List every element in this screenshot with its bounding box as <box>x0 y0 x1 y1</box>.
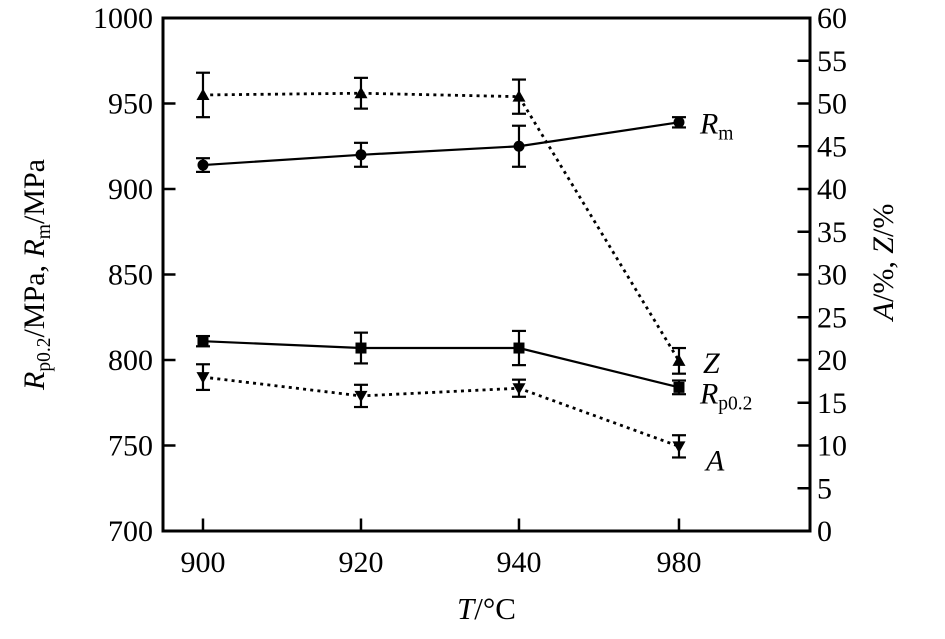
right-axis-tick-label: 60 <box>817 2 847 35</box>
right-axis-tick-label: 20 <box>817 344 847 377</box>
series-Rm: Rm <box>195 107 734 173</box>
series-Z-line <box>202 91 681 362</box>
left-axis-tick-label: 950 <box>108 88 153 121</box>
series-Rm-marker-900 <box>197 159 209 171</box>
left-axis-title: Rp0.2/MPa, Rm/MPa <box>18 159 55 391</box>
series-Rm-marker-920 <box>355 149 367 161</box>
left-axis-tick-label: 750 <box>108 430 153 463</box>
series-Rp02-line <box>202 340 680 389</box>
series-Rm-marker-980 <box>673 116 685 128</box>
series-Rp02-label: Rp0.2 <box>699 377 752 414</box>
x-axis-tick-label: 920 <box>338 546 383 579</box>
right-axis-title-text: A/%, Z/% <box>867 204 900 323</box>
right-axis-tick-label: 30 <box>817 259 847 292</box>
right-axis-title: A/%, Z/% <box>867 204 900 323</box>
x-axis-tick-label: 940 <box>496 546 541 579</box>
series-A-label: A <box>704 444 725 477</box>
series-A-marker-920 <box>354 390 368 403</box>
x-axis-tick-label: 980 <box>656 546 701 579</box>
series-Rp02-marker-900 <box>197 335 209 347</box>
right-axis: 0 5 10 15 20 25 30 35 40 45 50 55 60 <box>797 2 847 548</box>
left-axis: 700 750 800 850 900 950 1000 <box>93 2 176 548</box>
series-Rp02: Rp0.2 <box>195 329 752 414</box>
x-axis: 900 920 940 980 <box>180 518 701 579</box>
series-A-marker-900 <box>196 372 210 384</box>
series-Rp02-marker-920 <box>355 342 367 354</box>
x-axis-tick-label: 900 <box>180 546 225 579</box>
left-axis-title-text: Rp0.2/MPa, Rm/MPa <box>18 159 55 391</box>
right-axis-tick-label: 25 <box>817 301 847 334</box>
series-Rm-label: Rm <box>699 107 734 144</box>
series-A-marker-940 <box>512 383 526 395</box>
left-axis-tick-label: 1000 <box>93 2 153 35</box>
right-axis-tick-label: 0 <box>817 515 832 548</box>
series-A-line <box>202 375 680 448</box>
series-Rm-marker-940 <box>513 140 525 152</box>
series-Z-marker-900 <box>196 88 210 100</box>
series-Z-label: Z <box>703 347 720 380</box>
right-axis-tick-label: 45 <box>817 130 847 163</box>
right-axis-tick-label: 55 <box>817 45 847 78</box>
right-axis-tick-label: 50 <box>817 88 847 121</box>
series-Z: Z <box>195 71 720 380</box>
series-A: A <box>195 363 725 477</box>
plot-border <box>161 16 812 533</box>
x-axis-title: T/°C <box>457 591 516 626</box>
right-axis-tick-label: 5 <box>817 472 832 505</box>
left-axis-tick-label: 700 <box>108 515 153 548</box>
right-axis-tick-label: 15 <box>817 387 847 420</box>
series-Z-marker-940 <box>512 90 526 102</box>
series-Rm-line <box>202 121 680 167</box>
series-A-marker-980 <box>672 441 686 453</box>
series-Rp02-marker-980 <box>673 381 685 393</box>
left-axis-tick-label: 800 <box>108 344 153 377</box>
right-axis-tick-label: 10 <box>817 430 847 463</box>
right-axis-tick-label: 40 <box>817 173 847 206</box>
series-Z-marker-980 <box>672 354 686 366</box>
series-Rp02-marker-940 <box>513 342 525 354</box>
left-axis-tick-label: 850 <box>108 259 153 292</box>
series-Z-marker-920 <box>354 86 368 99</box>
right-axis-tick-label: 35 <box>817 216 847 249</box>
left-axis-tick-label: 900 <box>108 173 153 206</box>
